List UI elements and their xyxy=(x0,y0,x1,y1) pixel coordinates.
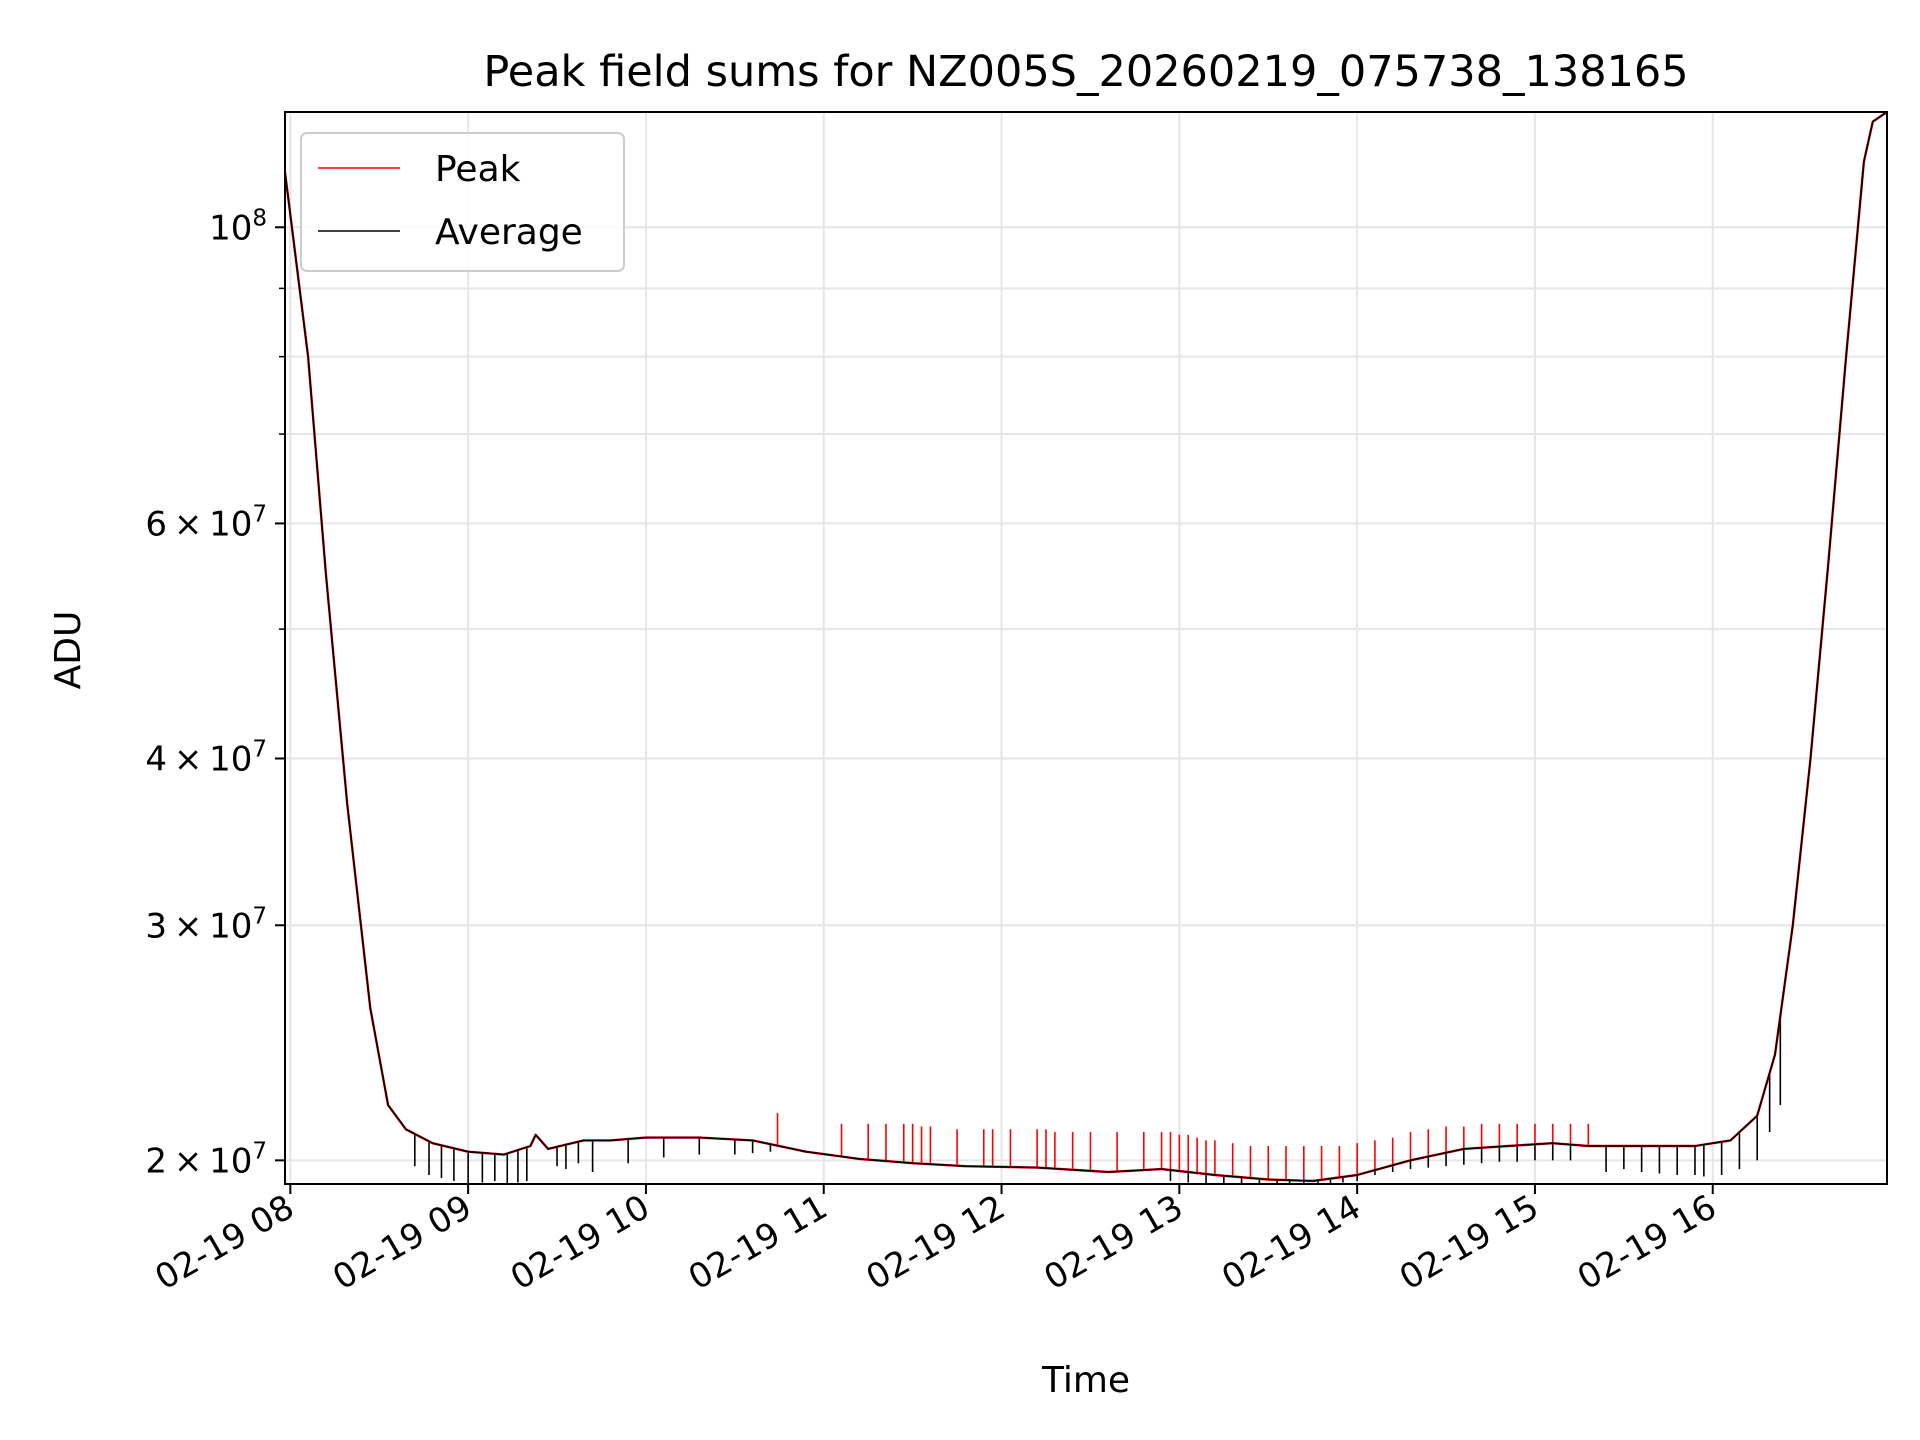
y-tick-label: 4 × 107 xyxy=(145,736,267,779)
y-axis: 2 × 107 3 × 107 4 × 107 6 × 107 108 xyxy=(145,205,285,1181)
y-tick-label: 2 × 107 xyxy=(145,1138,267,1181)
series xyxy=(283,111,1888,1183)
y-tick-exponent: 7 xyxy=(252,736,267,762)
y-tick-label: 108 xyxy=(209,205,267,248)
chart-title: Peak field sums for NZ005S_20260219_0757… xyxy=(483,47,1688,97)
grid xyxy=(285,112,1887,1184)
plot-frame xyxy=(284,111,1888,1185)
y-axis-label: ADU xyxy=(48,611,89,690)
y-tick-exponent: 7 xyxy=(252,1138,267,1164)
legend-label-average: Average xyxy=(435,212,583,253)
y-tick-label: 6 × 107 xyxy=(145,501,267,544)
y-tick-exponent: 7 xyxy=(252,903,267,929)
y-tick-exponent: 7 xyxy=(252,501,267,527)
plot-area xyxy=(285,112,1887,1184)
x-axis-label: Time xyxy=(1041,1360,1130,1401)
legend-label-peak: Peak xyxy=(435,149,521,190)
spikes xyxy=(413,1015,1782,1184)
y-tick-label: 3 × 107 xyxy=(145,903,267,946)
y-tick-exponent: 8 xyxy=(252,205,267,231)
legend: Peak Average xyxy=(300,132,625,272)
series-line-average xyxy=(284,111,1888,1182)
